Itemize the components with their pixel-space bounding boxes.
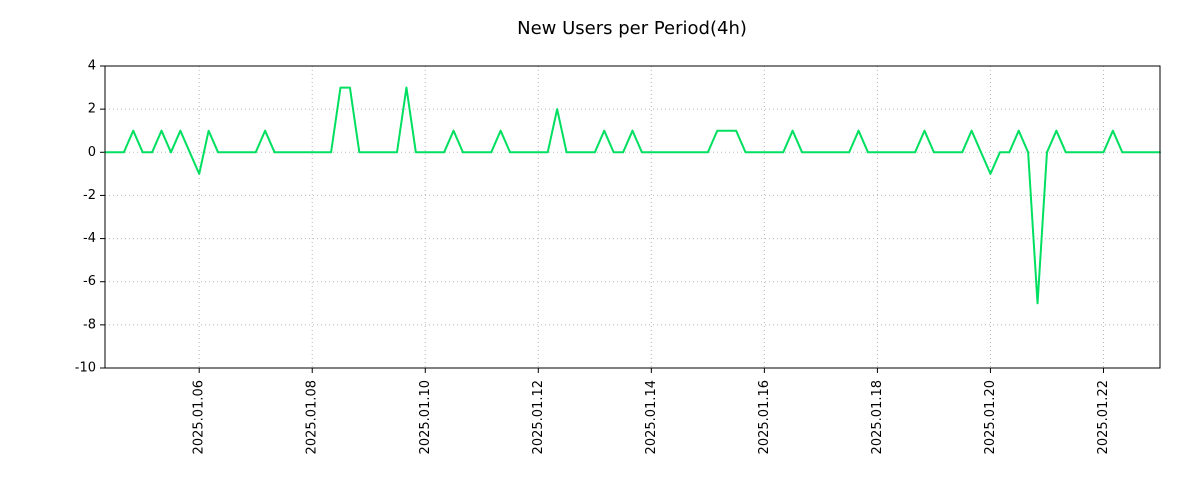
y-tick-label: -6 — [83, 274, 96, 289]
y-tick-label: -4 — [83, 231, 96, 246]
axis-tick-labels: 4 2 0 -2 -4 -6 -8 -10 2025.01.06 2025.01.08 2025.0… — [75, 59, 1111, 455]
x-tick-label: 2025.01.22 — [1096, 380, 1111, 454]
series-line — [104, 86, 1161, 305]
y-tick-label: -8 — [83, 317, 96, 332]
y-tick-label: 0 — [88, 145, 96, 160]
y-tick-label: 4 — [88, 59, 96, 74]
x-tick-label: 2025.01.16 — [757, 380, 772, 454]
x-tick-label: 2025.01.08 — [305, 380, 320, 454]
x-tick-label: 2025.01.12 — [531, 380, 546, 454]
x-tick-label: 2025.01.06 — [192, 380, 207, 454]
grid-lines — [105, 65, 1160, 369]
plot-border — [104, 65, 1161, 369]
chart-title: New Users per Period(4h) — [517, 18, 747, 39]
x-tick-label: 2025.01.18 — [870, 380, 885, 454]
y-tick-label: 2 — [88, 102, 96, 117]
x-tick-label: 2025.01.14 — [644, 380, 659, 454]
y-tick-label: -2 — [83, 188, 96, 203]
x-tick-label: 2025.01.10 — [418, 380, 433, 454]
x-tick-label: 2025.01.20 — [983, 380, 998, 454]
axis-ticks — [100, 65, 1104, 373]
y-tick-label: -10 — [75, 361, 96, 376]
